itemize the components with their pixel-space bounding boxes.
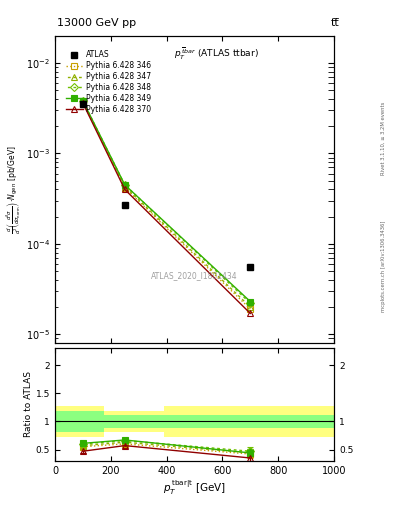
Text: ATLAS_2020_I1801434: ATLAS_2020_I1801434: [151, 271, 238, 280]
Line: Pythia 6.428 348: Pythia 6.428 348: [80, 98, 253, 306]
Pythia 6.428 346: [123, 184, 127, 190]
Text: 13000 GeV pp: 13000 GeV pp: [57, 18, 136, 28]
Pythia 6.428 346: [248, 306, 253, 312]
Y-axis label: Ratio to ATLAS: Ratio to ATLAS: [24, 372, 33, 437]
ATLAS: [248, 264, 253, 270]
Pythia 6.428 348: [81, 98, 85, 104]
Pythia 6.428 349: [81, 98, 85, 104]
Line: Pythia 6.428 346: Pythia 6.428 346: [80, 99, 253, 312]
Text: mcplots.cern.ch [arXiv:1306.3436]: mcplots.cern.ch [arXiv:1306.3436]: [381, 221, 386, 312]
Pythia 6.428 370: [123, 186, 127, 193]
Pythia 6.428 370: [81, 100, 85, 106]
Text: Rivet 3.1.10, ≥ 3.2M events: Rivet 3.1.10, ≥ 3.2M events: [381, 101, 386, 175]
Line: ATLAS: ATLAS: [79, 101, 254, 271]
Line: Pythia 6.428 370: Pythia 6.428 370: [80, 100, 253, 316]
Pythia 6.428 348: [123, 182, 127, 188]
Line: Pythia 6.428 347: Pythia 6.428 347: [80, 99, 253, 310]
ATLAS: [123, 202, 127, 208]
Pythia 6.428 346: [81, 99, 85, 105]
Pythia 6.428 349: [123, 182, 127, 188]
Pythia 6.428 348: [248, 300, 253, 306]
Y-axis label: $\frac{d}{d^2}\!\left(\frac{d^2\!\sigma}{d\sigma_{\rm norm}}\right)\!\cdot\!N_{\: $\frac{d}{d^2}\!\left(\frac{d^2\!\sigma}…: [5, 145, 23, 234]
Line: Pythia 6.428 349: Pythia 6.428 349: [80, 98, 253, 304]
Pythia 6.428 347: [123, 183, 127, 189]
Text: $p_T^{\,\overline{t}bar}$ (ATLAS ttbar): $p_T^{\,\overline{t}bar}$ (ATLAS ttbar): [174, 45, 259, 61]
Pythia 6.428 370: [248, 310, 253, 316]
Legend: ATLAS, Pythia 6.428 346, Pythia 6.428 347, Pythia 6.428 348, Pythia 6.428 349, P: ATLAS, Pythia 6.428 346, Pythia 6.428 34…: [64, 49, 152, 116]
X-axis label: $p^{\,\mathrm{tbar|t}}_T$ [GeV]: $p^{\,\mathrm{tbar|t}}_T$ [GeV]: [163, 478, 226, 497]
Pythia 6.428 347: [248, 304, 253, 310]
ATLAS: [81, 101, 85, 108]
Text: tt̅: tt̅: [331, 18, 340, 28]
Pythia 6.428 347: [81, 99, 85, 105]
Pythia 6.428 349: [248, 298, 253, 305]
